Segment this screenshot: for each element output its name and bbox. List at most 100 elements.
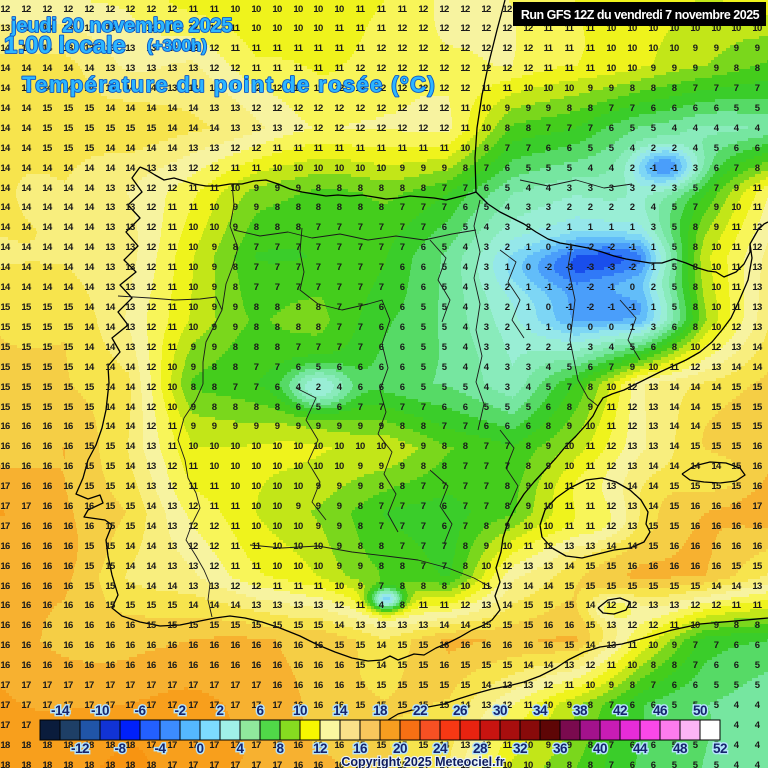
svg-text:11: 11	[440, 600, 450, 611]
svg-text:4: 4	[672, 123, 678, 134]
svg-text:15: 15	[564, 581, 575, 592]
svg-text:16: 16	[209, 660, 219, 671]
svg-text:3: 3	[505, 382, 510, 393]
svg-text:7: 7	[693, 660, 698, 671]
svg-text:15: 15	[42, 302, 53, 313]
svg-text:11: 11	[586, 441, 596, 452]
svg-text:11: 11	[231, 23, 241, 34]
svg-text:10: 10	[669, 43, 679, 54]
svg-text:-1: -1	[649, 163, 657, 174]
svg-text:16: 16	[752, 481, 762, 492]
svg-text:7: 7	[337, 262, 342, 273]
svg-text:7: 7	[442, 183, 447, 194]
svg-text:8: 8	[379, 202, 384, 213]
svg-text:8: 8	[421, 421, 426, 432]
svg-text:14: 14	[125, 481, 136, 492]
svg-text:16: 16	[0, 620, 10, 631]
svg-text:16: 16	[42, 461, 52, 472]
svg-text:11: 11	[210, 183, 220, 194]
svg-text:11: 11	[314, 63, 324, 74]
svg-text:8: 8	[358, 202, 363, 213]
svg-text:15: 15	[606, 561, 617, 572]
svg-text:8: 8	[651, 660, 656, 671]
svg-text:6: 6	[755, 640, 760, 651]
svg-text:52: 52	[713, 741, 727, 756]
svg-text:7: 7	[505, 143, 510, 154]
svg-text:14: 14	[0, 262, 11, 273]
svg-text:6: 6	[672, 322, 677, 333]
svg-text:14: 14	[690, 382, 701, 393]
svg-text:8: 8	[442, 461, 447, 472]
svg-text:17: 17	[21, 720, 31, 731]
svg-text:jeudi 20 novembre 2025: jeudi 20 novembre 2025	[10, 15, 232, 37]
svg-text:3: 3	[484, 322, 489, 333]
svg-text:15: 15	[752, 561, 763, 572]
svg-text:8: 8	[233, 402, 238, 413]
svg-text:14: 14	[711, 382, 722, 393]
svg-text:7: 7	[609, 700, 614, 711]
svg-text:15: 15	[21, 342, 32, 353]
svg-text:7: 7	[358, 242, 363, 253]
svg-text:10: 10	[272, 23, 282, 34]
svg-text:9: 9	[400, 461, 405, 472]
svg-text:9: 9	[546, 103, 551, 114]
svg-text:14: 14	[105, 322, 116, 333]
svg-text:-1: -1	[628, 302, 636, 313]
svg-text:15: 15	[585, 620, 596, 631]
svg-text:6: 6	[672, 680, 677, 691]
svg-text:7: 7	[400, 541, 405, 552]
svg-text:15: 15	[188, 620, 199, 631]
svg-text:8: 8	[358, 521, 363, 532]
svg-text:8: 8	[442, 441, 447, 452]
svg-text:10: 10	[585, 680, 595, 691]
svg-text:11: 11	[628, 640, 638, 651]
svg-text:16: 16	[752, 541, 762, 552]
svg-text:-6: -6	[134, 703, 146, 718]
svg-text:14: 14	[146, 501, 157, 512]
svg-text:1: 1	[567, 222, 573, 233]
svg-text:12: 12	[251, 581, 261, 592]
svg-text:8: 8	[442, 581, 447, 592]
svg-text:13: 13	[272, 600, 282, 611]
svg-text:8: 8	[337, 202, 342, 213]
svg-text:8: 8	[567, 103, 572, 114]
svg-text:14: 14	[21, 262, 32, 273]
svg-text:10: 10	[272, 561, 282, 572]
svg-text:(+300h): (+300h)	[147, 36, 207, 55]
svg-text:16: 16	[293, 680, 303, 691]
svg-text:16: 16	[63, 501, 73, 512]
svg-text:11: 11	[461, 123, 471, 134]
svg-text:15: 15	[230, 620, 241, 631]
svg-text:12: 12	[543, 541, 553, 552]
svg-text:7: 7	[275, 262, 280, 273]
svg-text:12: 12	[230, 63, 240, 74]
svg-text:12: 12	[230, 83, 240, 94]
svg-text:10: 10	[293, 521, 303, 532]
svg-text:16: 16	[502, 640, 512, 651]
svg-text:7: 7	[358, 302, 363, 313]
svg-text:8: 8	[651, 83, 656, 94]
svg-text:8: 8	[588, 103, 593, 114]
svg-text:5: 5	[442, 322, 448, 333]
svg-text:6: 6	[442, 402, 447, 413]
svg-text:10: 10	[334, 461, 344, 472]
svg-text:13: 13	[125, 302, 135, 313]
svg-text:8: 8	[212, 382, 217, 393]
svg-text:1: 1	[651, 262, 657, 273]
svg-text:15: 15	[0, 402, 11, 413]
svg-text:9: 9	[421, 441, 426, 452]
svg-text:16: 16	[0, 541, 10, 552]
svg-text:2: 2	[526, 222, 531, 233]
svg-text:16: 16	[272, 640, 282, 651]
svg-text:1: 1	[546, 322, 552, 333]
svg-text:11: 11	[753, 600, 763, 611]
svg-text:14: 14	[146, 103, 157, 114]
svg-text:15: 15	[523, 620, 534, 631]
svg-text:14: 14	[333, 703, 348, 718]
svg-text:5: 5	[672, 202, 678, 213]
svg-text:13: 13	[752, 262, 762, 273]
svg-text:12: 12	[167, 23, 177, 34]
svg-text:15: 15	[439, 680, 450, 691]
svg-text:15: 15	[355, 740, 366, 751]
svg-text:8: 8	[672, 83, 677, 94]
